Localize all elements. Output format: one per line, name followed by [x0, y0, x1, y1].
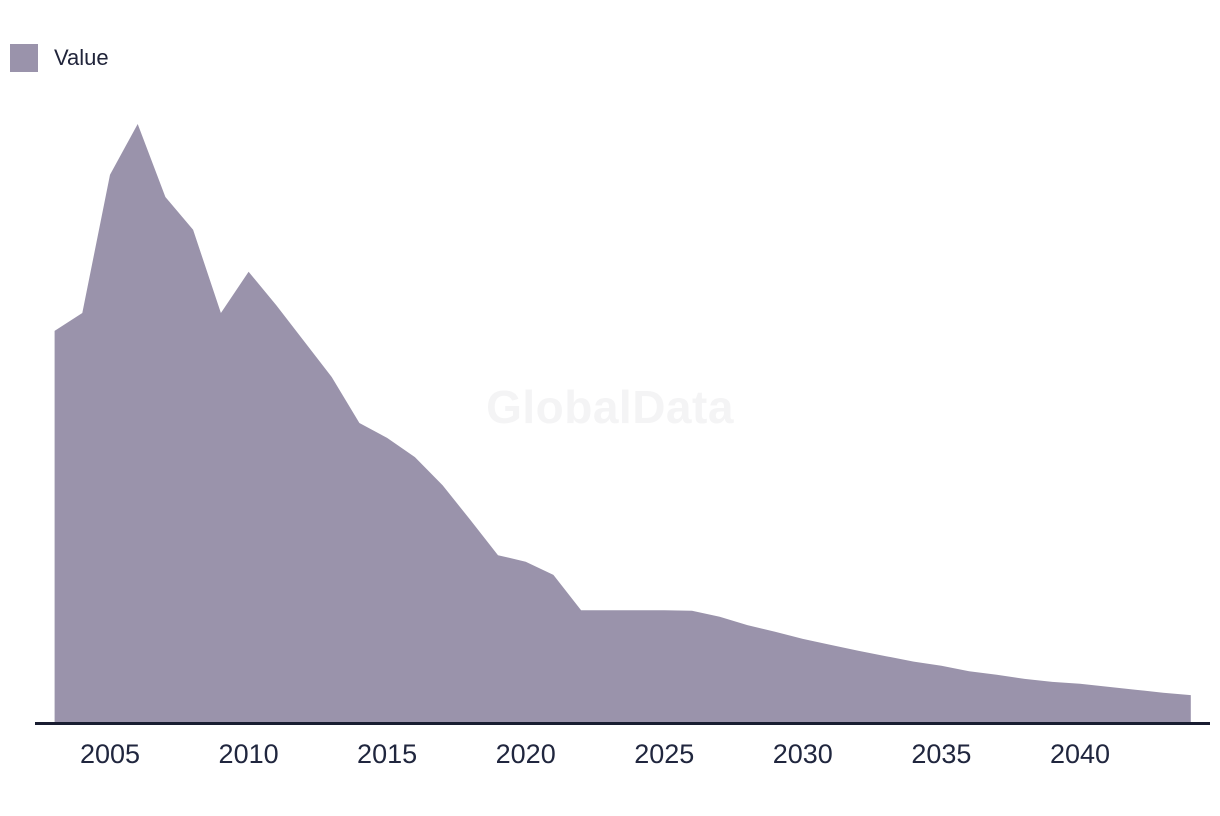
legend-swatch [10, 44, 38, 72]
x-tick-label: 2030 [772, 739, 833, 769]
x-tick-label: 2025 [634, 739, 695, 769]
x-axis-line [35, 722, 1210, 725]
x-tick-label: 2015 [357, 739, 418, 769]
x-tick-label: 2020 [495, 739, 556, 769]
x-tick-label: 2040 [1049, 739, 1111, 769]
chart-legend: Value [10, 44, 109, 72]
watermark-text: GlobalData [486, 381, 734, 433]
x-tick-label: 2035 [911, 739, 972, 769]
value-area-series [54, 124, 1191, 722]
x-tick-label: 2005 [79, 739, 141, 769]
legend-label: Value [54, 45, 109, 70]
x-tick-label: 2010 [218, 739, 279, 769]
